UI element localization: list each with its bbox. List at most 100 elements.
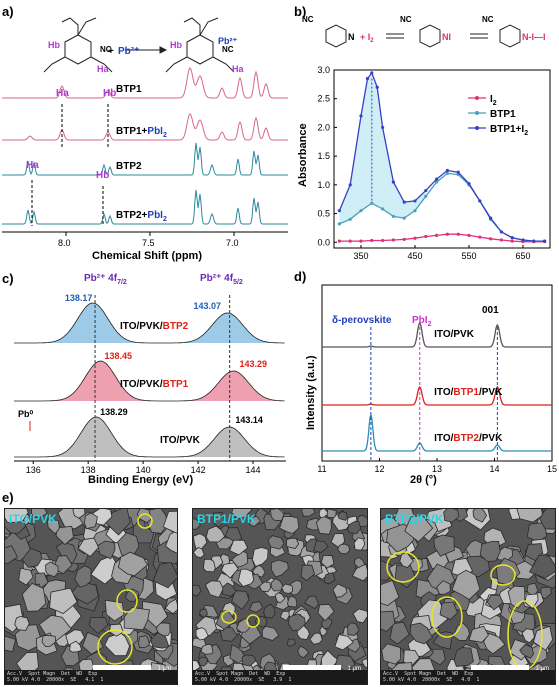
sem-grain <box>5 635 17 653</box>
uv-point-s3-21 <box>543 239 547 243</box>
xrd-trace-label-2: ITO/BTP1/PVK <box>434 387 503 398</box>
panel-b-label: b) <box>294 4 306 19</box>
uv-legend-label-3: BTP1+I2 <box>490 124 528 137</box>
xps-sample-label-1: ITO/PVK/BTP2 <box>120 321 189 332</box>
xps-xtick-label-1: 138 <box>81 465 96 475</box>
panel-a: a) NC Hb Ha + Pb²⁺ NC Pb²⁺ Hb Ha BTP1 BTP… <box>0 0 290 262</box>
sem-grain <box>18 567 34 586</box>
uv-point-s1-13 <box>478 235 482 239</box>
sem-grain <box>332 583 348 598</box>
panel-a-label: a) <box>2 4 14 19</box>
sem-grain <box>5 545 19 565</box>
sem-grain <box>248 515 261 528</box>
sidechain-right-top2 <box>199 17 219 36</box>
uv-point-s3-19 <box>521 238 525 242</box>
uv-point-s1-15 <box>499 238 503 242</box>
sidechain-right-top <box>183 17 201 35</box>
panel-a-svg: a) NC Hb Ha + Pb²⁺ NC Pb²⁺ Hb Ha BTP1BTP… <box>2 4 288 262</box>
sem-grain <box>309 632 323 645</box>
sem-grain <box>261 625 280 641</box>
sem-grain <box>300 564 316 582</box>
uv-series-line-3 <box>338 71 545 242</box>
sem-grain <box>516 509 544 523</box>
sem-grain <box>237 568 255 587</box>
sem-image-btp2-pvk: BTP2/PVK 1 μm Acc.V Spot Magn Det WD Exp… <box>380 508 556 685</box>
sem-title-1: ITO/PVK <box>9 512 57 526</box>
panel-b-svg: b) NC NC NC N + I2 NI N-I—I 0.0 0.5 1.0 1.5… <box>294 4 551 261</box>
uv-point-s3-12 <box>445 168 449 173</box>
sem-grain <box>301 509 316 517</box>
uv-point-s3-16 <box>489 216 493 220</box>
nmr-labels: BTP1 BTP1+PbI2 BTP2 BTP2+PbI2 <box>116 84 167 223</box>
xrd-xtick-label-2: 13 <box>432 464 442 474</box>
panel-c-svg: c) Pb²⁺ 4f7/2 Pb²⁺ 4f5/2 138.17 143.07 ITO… <box>2 271 286 486</box>
pb0-label: Pb⁰ <box>18 409 34 419</box>
scheme-n-1: N <box>348 32 355 42</box>
uv-point-s2-0 <box>337 222 341 226</box>
scheme-i2: + I2 <box>360 32 374 44</box>
sem-grain <box>193 584 202 597</box>
uv-point-s3-3 <box>365 77 370 81</box>
sem-grain <box>453 622 470 641</box>
sem-grain <box>77 537 100 558</box>
sem-grain <box>323 572 336 585</box>
pb-reagent: Pb²⁺ <box>118 46 139 57</box>
sem-grain <box>381 610 396 632</box>
uv-point-s2-9 <box>435 180 439 184</box>
scheme-nc-1: NC <box>302 15 314 24</box>
sem-info-bar-1 <box>5 670 177 684</box>
uv-xtick-label-3: 650 <box>515 251 530 261</box>
sem-grain <box>399 551 414 568</box>
sem-scalebar-3 <box>471 665 529 670</box>
uv-ytick-label-6: 3.0 <box>317 65 330 75</box>
sem-grain <box>533 625 554 651</box>
uv-point-s2-2 <box>359 209 363 213</box>
xps-trace-3 <box>14 416 285 458</box>
sem-grain <box>286 638 297 647</box>
sem-grain <box>270 509 285 522</box>
sem-grain <box>389 621 410 645</box>
uv-ytick-label-2: 1.0 <box>317 180 330 190</box>
uv-point-s3-7 <box>391 180 395 184</box>
delta-perovskite-label: δ-perovskite <box>332 315 392 326</box>
nmr-trace-label-2: BTP1+PbI2 <box>116 126 167 139</box>
sem-grain <box>117 551 149 577</box>
sem-scale-3: 1 μm <box>535 666 549 672</box>
peak-label-hb-2: Hb <box>96 170 109 181</box>
peak-label-ha-2: Ha <box>26 160 39 171</box>
xrd-trace-label-3: ITO/BTP2/PVK <box>434 433 503 444</box>
sem-grain <box>263 603 276 619</box>
sem-grain <box>404 515 434 543</box>
sem-grain <box>14 615 30 631</box>
sem-grain <box>162 510 177 534</box>
uv-point-s3-17 <box>499 230 503 234</box>
uv-point-s3-15 <box>478 199 482 203</box>
uv-difference-fill <box>339 72 426 224</box>
sem-grain <box>204 580 224 598</box>
sem-grain <box>258 581 271 593</box>
uv-point-s2-7 <box>413 209 417 213</box>
sem-grain <box>97 540 116 560</box>
sem-highlight-circle-2-2 <box>246 614 260 628</box>
sidechain-left-bl <box>43 56 66 73</box>
sem-scalebar-2 <box>283 665 341 670</box>
sem-grain <box>270 578 285 592</box>
xrd-trace-3 <box>322 413 552 452</box>
uv-point-s1-0 <box>337 239 341 243</box>
sem-grain <box>136 509 152 524</box>
sem-highlight-circle-1-1 <box>137 513 153 529</box>
sem-info-1: Acc.V Spot Magn Det WD Exp 5.00 kV 4.0 2… <box>7 671 104 683</box>
nmr-trace-label-1: BTP1 <box>116 84 142 95</box>
sem-scale-1: 1 μm <box>157 666 171 672</box>
nmr-trace-4 <box>2 189 288 225</box>
xrd-xtick-label-4: 15 <box>547 464 557 474</box>
sidechain-left-top2 <box>77 17 97 36</box>
uv-ytick-label-1: 0.5 <box>317 209 330 219</box>
sem-grain <box>443 509 460 523</box>
nc-right: NC <box>222 45 234 54</box>
sem-grain <box>198 656 208 667</box>
sem-grain <box>451 569 481 601</box>
uv-point-s1-12 <box>467 233 471 237</box>
uv-point-s1-4 <box>381 238 385 243</box>
nmr-trace-label-4: BTP2+PbI2 <box>116 210 167 223</box>
